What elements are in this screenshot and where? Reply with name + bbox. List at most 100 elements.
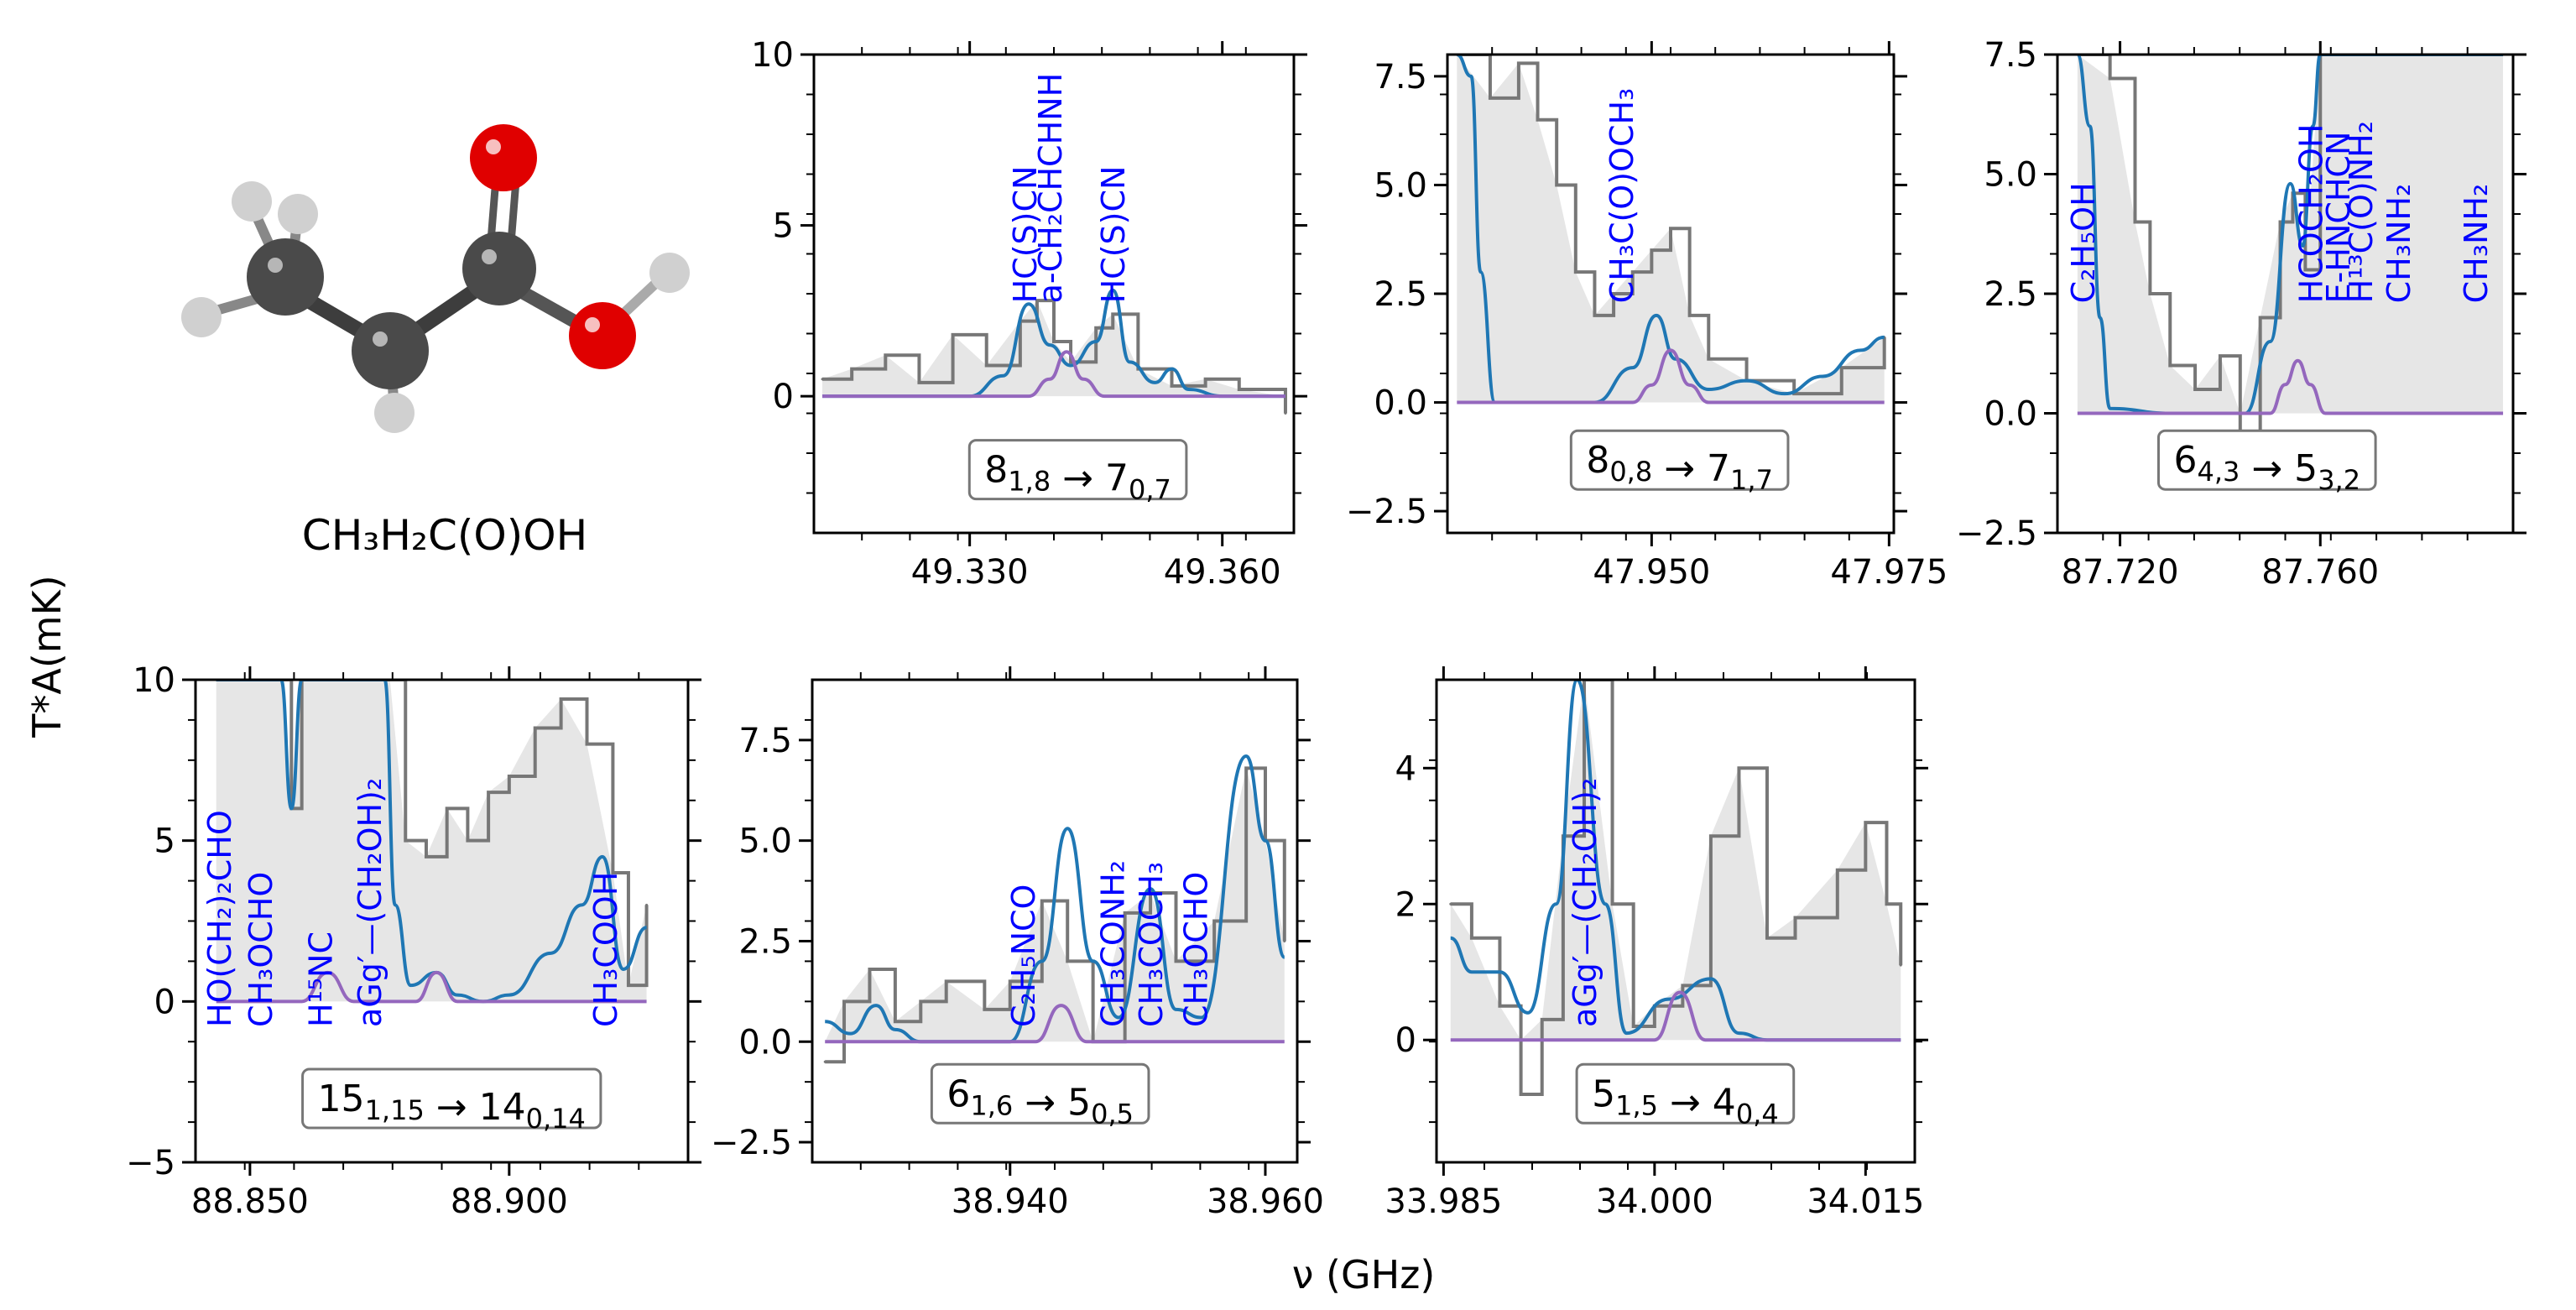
atom-c2 (352, 312, 429, 389)
plot-area (821, 288, 1287, 415)
atom-o1 (470, 124, 537, 191)
observed-point (1149, 891, 1152, 895)
y-tick-label: 0 (1395, 1021, 1416, 1060)
observed-spectrum-line (825, 766, 1286, 1064)
observed-point (1212, 920, 1216, 922)
observed-point (1244, 766, 1248, 770)
species-label: H¹⁵NC (302, 932, 339, 1027)
observed-point (534, 727, 537, 729)
y-tick-label: −2.5 (1346, 493, 1427, 531)
observed-point (1632, 1025, 1635, 1028)
observed-point (560, 697, 563, 701)
species-label: HCOCH₂OH (2292, 124, 2329, 304)
observed-point (1470, 937, 1473, 940)
observed-point (446, 806, 449, 810)
y-tick-label: 10 (133, 661, 175, 700)
transition-box (967, 439, 1188, 501)
observed-point (1707, 358, 1710, 361)
observed-point (894, 1020, 897, 1023)
observed-point (2279, 221, 2282, 223)
observed-point (868, 968, 871, 971)
species-label: CH₃COCH₃ (1133, 862, 1170, 1027)
observed-shade (2077, 55, 2504, 414)
observed-point (1709, 834, 1713, 838)
y-tick-label: 7.5 (738, 722, 792, 760)
y-tick-label: 10 (751, 36, 794, 75)
species-label: CH₃CONH₂ (1094, 860, 1131, 1027)
species-label: a-CH₂CHCHNH (1032, 73, 1069, 304)
observed-point (919, 999, 922, 1003)
observed-point (1069, 360, 1072, 363)
atom-h2 (278, 194, 318, 234)
observed-point (2193, 388, 2197, 391)
model-total-line (2075, 55, 2504, 415)
species-label: H¹³C(O)NH₂ (2343, 121, 2380, 303)
observed-point (1899, 963, 1902, 967)
observed-point (1052, 340, 1056, 343)
y-tick-label: 0.0 (738, 1023, 792, 1062)
plot-area (215, 680, 649, 1004)
observed-point (945, 979, 948, 983)
y-tick-label: 0.0 (1374, 384, 1427, 423)
transition-box (301, 1067, 602, 1130)
observed-point (1765, 937, 1769, 940)
model-species-line (216, 970, 647, 1004)
molecule-formula: CH₃H₂C(O)OH (302, 511, 587, 560)
x-tick-label: 47.950 (1593, 553, 1710, 592)
transition-box (930, 1062, 1150, 1125)
observed-point (586, 743, 589, 746)
observed-point (1066, 959, 1069, 963)
observed-point (1681, 984, 1684, 987)
observed-point (1688, 314, 1692, 317)
y-tick-label: 0 (773, 378, 794, 416)
y-tick-label: 5.0 (1374, 166, 1427, 205)
species-label: HO(CH₂)₂CHO (201, 810, 238, 1027)
model-total-line (825, 754, 1286, 1044)
observed-point (2303, 269, 2307, 271)
y-tick-label: 2.5 (1374, 275, 1427, 314)
observed-point (1611, 902, 1614, 906)
model-species-line (825, 1004, 1285, 1044)
y-tick-label: 7.5 (1374, 58, 1427, 97)
observed-point (952, 333, 955, 337)
observed-point (2219, 354, 2222, 358)
observed-point (1124, 911, 1127, 915)
x-tick-label: 47.975 (1830, 553, 1948, 592)
highlight-o1 (486, 139, 501, 154)
species-label: CH₃OCHO (242, 872, 279, 1027)
observed-point (2168, 364, 2172, 367)
species-label: E-HNCHCN (2320, 132, 2357, 304)
plot-area (1455, 55, 1886, 404)
observed-point (1555, 183, 1558, 186)
transition-box (1569, 429, 1790, 491)
observed-point (1536, 118, 1540, 122)
observed-point (1040, 900, 1044, 903)
observed-point (1593, 314, 1596, 317)
observed-point (1650, 248, 1653, 252)
observed-point (1794, 916, 1796, 919)
observed-point (1009, 979, 1012, 983)
panel-p6: 33.985 34.000 34.015 0 2 4 aGg′—(CH₂OH)₂ 51,5 →… (1384, 666, 1928, 1221)
x-tick-label: 49.360 (1164, 553, 1281, 592)
observed-point (508, 775, 511, 778)
y-tick-label: 2.5 (738, 922, 792, 961)
species-label: CH₃C(O)OCH₃ (1603, 88, 1640, 304)
observed-point (425, 855, 428, 859)
observed-point (627, 984, 630, 987)
y-tick-label: −2.5 (711, 1124, 792, 1162)
highlight-c1 (268, 258, 283, 273)
observed-shade (216, 680, 647, 1002)
model-species-line (1457, 348, 1885, 404)
x-tick-label: 38.960 (1207, 1182, 1324, 1221)
observed-point (1284, 412, 1287, 415)
observed-point (1449, 902, 1452, 906)
model-species-line (822, 350, 1285, 399)
model-total-line (1456, 55, 1885, 404)
x-axis-label: ν (GHz) (1292, 1252, 1436, 1297)
species-label: CH₃COOH (587, 872, 624, 1027)
y-tick-label: 0.0 (1984, 395, 2037, 434)
highlight-c2 (373, 331, 388, 347)
observed-point (1283, 939, 1286, 942)
x-tick-label: 88.900 (451, 1182, 568, 1221)
